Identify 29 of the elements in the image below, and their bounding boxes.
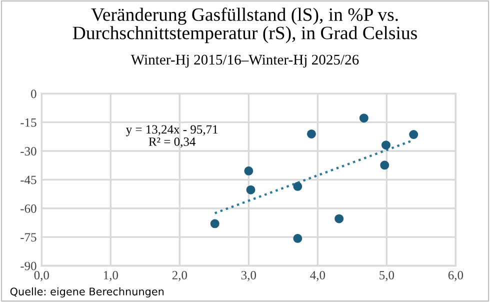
point: [334, 214, 344, 224]
point: [380, 160, 390, 170]
y-tick-label: -75: [20, 233, 36, 242]
point: [244, 166, 254, 176]
point: [246, 185, 256, 194]
x-tick-label: 3,0: [241, 270, 256, 282]
point: [210, 219, 220, 228]
x-tick-label: 6,0: [448, 270, 464, 282]
y-tick-label: 0: [31, 90, 36, 98]
point: [382, 140, 390, 150]
point: [293, 234, 302, 243]
x-tick-label: 0,0: [34, 270, 49, 282]
point: [359, 114, 368, 123]
y-tick-label: -45: [20, 176, 36, 184]
x-tick-label: 4,0: [310, 270, 326, 282]
y-tick-label: -60: [20, 204, 36, 213]
y-tick-label: -15: [20, 118, 36, 127]
point: [306, 129, 316, 138]
chart-subtitle: Winter-Hj 2015/16–Winter-Hj 2025/26: [130, 54, 359, 68]
point: [293, 182, 302, 191]
chart-title: Veränderung Gasfüllstand (lS), in %P vs. Durchschnittstemperatur (rS), in Grad Celsius: [72, 8, 417, 44]
point: [409, 130, 418, 140]
source-note: Quelle: eigene Berechnungen: [10, 287, 164, 298]
x-tick-label: 2,0: [172, 270, 188, 282]
annotation: y = 13,24x - 95,71 R² = 0,34: [126, 125, 218, 148]
x-tick-label: 1,0: [104, 270, 118, 282]
x-tick-label: 5,0: [380, 270, 394, 282]
y-tick-label: -30: [20, 147, 36, 156]
y-tick-label: -90: [20, 262, 36, 270]
